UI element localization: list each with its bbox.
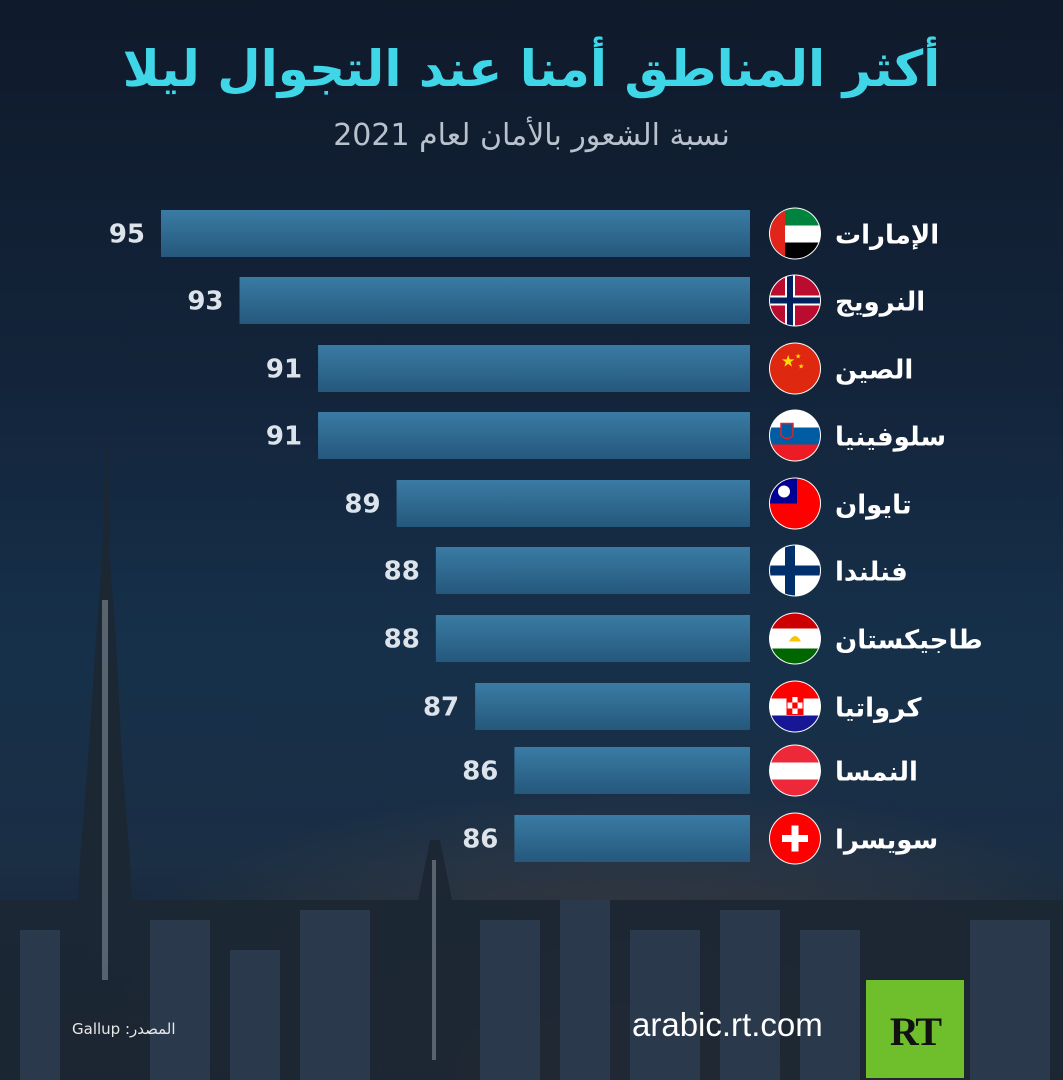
bar-value-label: 86 xyxy=(462,757,498,787)
bar xyxy=(239,277,751,324)
china-flag-icon: ★ ★★ xyxy=(770,343,820,394)
svg-text:★: ★ xyxy=(795,353,801,361)
bar-value-label: 91 xyxy=(266,355,302,385)
chart-subtitle: نسبة الشعور بالأمان لعام 2021 xyxy=(333,118,730,153)
bar-value-label: 86 xyxy=(462,825,498,855)
bar-value-label: 91 xyxy=(266,422,302,452)
bar xyxy=(475,683,750,730)
taiwan-flag-icon xyxy=(770,478,820,529)
site-url[interactable]: arabic.rt.com xyxy=(632,1006,823,1043)
switzerland-flag-icon xyxy=(770,813,820,864)
category-label: كرواتيا xyxy=(835,694,922,724)
croatia-flag-icon xyxy=(770,681,820,732)
category-label: الإمارات xyxy=(835,221,939,251)
category-label: النمسا xyxy=(835,758,918,788)
bar xyxy=(435,547,750,594)
category-label: طاجيكستان xyxy=(835,626,983,656)
bar xyxy=(514,815,750,862)
category-label: سلوفينيا xyxy=(835,423,946,453)
norway-flag-icon xyxy=(770,275,820,326)
bar xyxy=(318,412,750,459)
bar-value-label: 87 xyxy=(423,693,459,723)
category-label: الصين xyxy=(835,356,913,386)
bar-value-label: 88 xyxy=(384,625,420,655)
austria-flag-icon xyxy=(770,745,820,796)
rt-logo: RT xyxy=(866,980,964,1078)
bar-value-label: 89 xyxy=(344,490,380,520)
bar xyxy=(396,480,750,527)
svg-text:★: ★ xyxy=(798,363,804,371)
finland-flag-icon xyxy=(770,545,820,596)
category-label: فنلندا xyxy=(835,558,908,588)
bar xyxy=(435,615,750,662)
bar-value-label: 88 xyxy=(384,557,420,587)
category-label: تايوان xyxy=(835,491,912,521)
bar xyxy=(514,747,750,794)
category-label: النرويج xyxy=(835,288,925,318)
category-label: سويسرا xyxy=(835,826,938,856)
bar-value-label: 95 xyxy=(109,220,145,250)
bar xyxy=(318,345,750,392)
bar xyxy=(161,210,750,257)
slovenia-flag-icon xyxy=(770,410,820,461)
bar-value-label: 93 xyxy=(187,287,223,317)
source-label: المصدر: Gallup xyxy=(72,1020,176,1038)
tajikistan-flag-icon xyxy=(770,613,820,664)
svg-text:★: ★ xyxy=(781,352,795,371)
uae-flag-icon xyxy=(770,208,820,259)
chart-title: أكثر المناطق أمنا عند التجوال ليلا xyxy=(122,40,941,98)
